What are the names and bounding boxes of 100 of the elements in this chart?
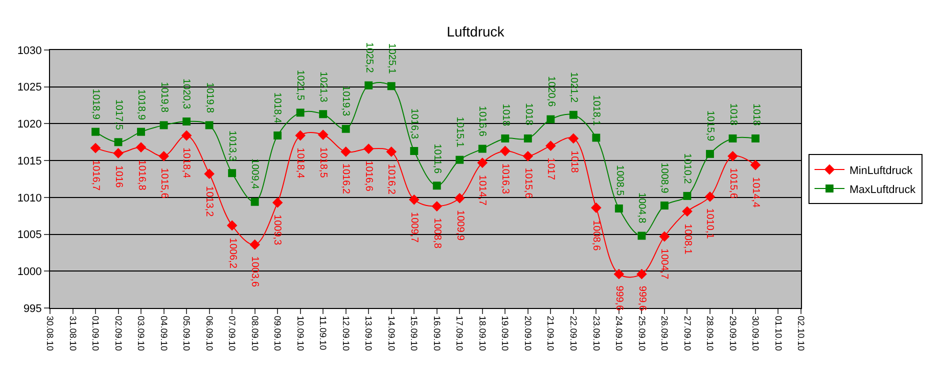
- data-label: 1016,2: [386, 164, 397, 195]
- point: [205, 121, 214, 130]
- point: [478, 144, 486, 153]
- data-label: 1019,8: [204, 82, 215, 114]
- point: [410, 146, 418, 155]
- data-label: 1009,4: [249, 158, 260, 190]
- x-tick-label: 12.09.10: [340, 316, 351, 351]
- x-tick-label: 22.09.10: [568, 316, 578, 351]
- point: [387, 82, 396, 90]
- x-tick-label: 31.08.10: [68, 316, 78, 351]
- point: [92, 128, 100, 136]
- x-tick-label: 08.09.10: [250, 316, 260, 351]
- x-tick-label: 06.09.10: [204, 316, 214, 351]
- point: [545, 140, 556, 152]
- data-label: 1018: [500, 104, 512, 126]
- data-label: 1015,6: [522, 168, 534, 199]
- point: [638, 232, 646, 240]
- y-tick-label: 995: [23, 302, 42, 315]
- point: [158, 150, 169, 162]
- point: [522, 150, 534, 162]
- point: [728, 150, 738, 162]
- point: [295, 130, 306, 141]
- x-tick-label: 02.09.10: [113, 316, 124, 351]
- data-label: 1018,4: [180, 147, 192, 178]
- data-label: 1016,3: [500, 163, 511, 194]
- x-tick-label: 29.09.10: [728, 316, 738, 351]
- x-tick-label: 01.10.10: [773, 316, 784, 351]
- data-label: 1021,2: [568, 72, 579, 103]
- point: [592, 134, 600, 142]
- data-label: 1015,1: [454, 116, 465, 148]
- data-label: 1018: [522, 103, 534, 126]
- data-label: 1018,9: [135, 89, 146, 120]
- point: [319, 110, 328, 118]
- point: [386, 146, 397, 157]
- point: [160, 121, 168, 130]
- point: [546, 115, 555, 124]
- data-label: 1016,6: [362, 160, 374, 192]
- legend-label: MinLuftdruck: [850, 164, 913, 177]
- data-label: 1008,9: [658, 162, 670, 194]
- data-label: 1018,4: [294, 148, 306, 179]
- x-tick-label: 26.09.10: [660, 316, 670, 351]
- x-tick-label: 02.10.10: [796, 316, 806, 351]
- data-label: 1018,5: [317, 147, 328, 178]
- x-tick-label: 09.09.10: [272, 316, 283, 351]
- data-label: 1009,7: [408, 212, 420, 244]
- y-tick-label: 1030: [17, 44, 42, 57]
- x-tick-label: 25.09.10: [636, 316, 647, 351]
- point: [456, 156, 464, 164]
- data-label: 1006,2: [227, 238, 238, 269]
- point: [683, 192, 692, 200]
- x-tick-label: 07.09.10: [227, 316, 238, 351]
- x-tick-label: 05.09.10: [182, 316, 192, 351]
- x-tick-label: 18.09.10: [477, 316, 488, 351]
- data-label: 1016: [112, 165, 124, 188]
- point: [137, 128, 146, 136]
- data-label: 1011,6: [432, 144, 443, 174]
- chart-title: Luftdruck: [446, 23, 506, 40]
- point: [364, 81, 373, 90]
- data-label: 1004,7: [658, 248, 670, 280]
- data-label: 1018,9: [90, 88, 101, 120]
- point: [751, 134, 760, 142]
- data-label: 1015,6: [158, 168, 170, 199]
- x-tick-label: 27.09.10: [682, 316, 692, 351]
- x-tick-label: 16.09.10: [432, 316, 442, 351]
- point: [590, 202, 602, 213]
- x-tick-label: 23.09.10: [591, 316, 602, 351]
- x-tick-label: 28.09.10: [705, 316, 716, 351]
- data-label: 1017: [545, 158, 556, 180]
- x-tick-label: 14.09.10: [386, 316, 396, 351]
- x-tick-label: 04.09.10: [158, 316, 169, 351]
- x-tick-label: 24.09.10: [614, 316, 624, 351]
- point: [614, 204, 623, 212]
- point: [614, 268, 624, 280]
- x-tick-label: 30.08.10: [45, 316, 56, 351]
- x-tick-label: 20.09.10: [522, 316, 533, 351]
- data-label: 1009,9: [454, 210, 466, 242]
- data-label: 1018,1: [590, 95, 602, 126]
- point: [340, 146, 352, 157]
- x-tick-label: 01.09.10: [90, 316, 101, 351]
- point: [636, 268, 647, 280]
- point: [659, 231, 670, 242]
- point: [182, 118, 191, 126]
- data-label: 1021,5: [294, 70, 306, 101]
- data-label: 1018: [750, 103, 762, 126]
- x-tick-label: 21.09.10: [546, 316, 556, 351]
- y-tick-label: 1010: [17, 192, 42, 204]
- point: [408, 194, 420, 205]
- x-tick-label: 13.09.10: [364, 316, 374, 351]
- point: [272, 197, 283, 208]
- data-label: 1018: [728, 103, 739, 126]
- point: [363, 144, 374, 154]
- x-tick-label: 11.09.10: [318, 316, 328, 350]
- point: [136, 142, 146, 152]
- y-tick-label: 1015: [17, 155, 42, 168]
- point: [90, 142, 101, 154]
- y-tick-label: 1025: [17, 82, 42, 94]
- point: [228, 169, 236, 178]
- data-label: 1018: [568, 150, 580, 174]
- point: [706, 150, 714, 158]
- data-label: 1016,3: [408, 108, 420, 140]
